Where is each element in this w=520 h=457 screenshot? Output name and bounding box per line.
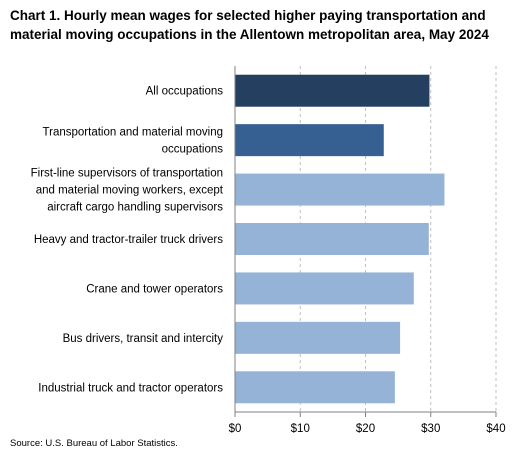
bar [235,223,429,255]
category-label: Bus drivers, transit and intercity [63,333,224,345]
x-tick-label: $40 [486,423,505,435]
x-tick-label: $0 [229,423,242,435]
category-label: Industrial truck and tractor operators [38,382,223,394]
chart-title: Chart 1. Hourly mean wages for selected … [10,8,489,42]
bar [235,272,414,305]
bar [235,74,430,107]
category-label: All occupations [146,86,224,98]
bar [235,321,401,354]
category-label: Crane and tower operators [86,283,223,295]
bar [235,371,395,404]
x-tick-label: $10 [291,423,310,435]
category-label: Heavy and tractor-trailer truck drivers [34,234,223,246]
x-tick-label: $20 [356,423,375,435]
x-tick-label: $30 [421,423,440,435]
source-note: Source: U.S. Bureau of Labor Statistics. [10,438,178,449]
bar [235,124,384,157]
x-axis: $0 $10 $20 $30 $40 [229,66,506,435]
category-label: Transportation and material moving occupa… [43,127,224,156]
bars [235,74,445,404]
bar [235,173,445,206]
category-label: First-line supervisors of transportation… [31,168,224,214]
gridlines [299,66,497,412]
category-labels: All occupations Transportation and materi… [31,86,224,395]
